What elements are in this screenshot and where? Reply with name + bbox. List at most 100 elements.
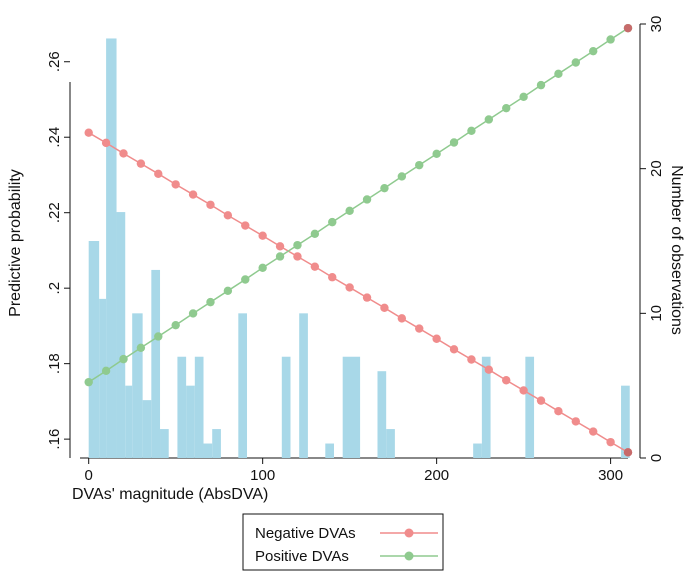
data-point <box>206 200 215 209</box>
y-tick-label: .22 <box>46 202 63 223</box>
data-point <box>432 149 441 159</box>
histogram-bar <box>342 356 361 458</box>
y-axis-title: Predictive probability <box>7 169 24 317</box>
data-point <box>293 240 302 250</box>
histogram-bar <box>621 385 630 458</box>
data-point <box>397 314 407 323</box>
histogram-bar <box>238 313 248 458</box>
data-point <box>328 273 337 282</box>
y-tick-label: .16 <box>46 429 63 450</box>
data-point <box>623 448 633 457</box>
data-point <box>223 211 233 220</box>
legend-marker-positive <box>404 551 414 561</box>
data-point <box>415 324 424 333</box>
y2-axis-title: Number of observations <box>668 165 685 335</box>
data-point <box>136 159 146 168</box>
data-point <box>554 407 563 416</box>
data-point <box>275 242 285 251</box>
data-point <box>101 366 111 376</box>
data-point <box>275 252 285 261</box>
histogram-bar <box>116 212 126 458</box>
data-point <box>484 115 494 124</box>
data-point <box>188 190 198 199</box>
y2-tick-label: 0 <box>648 454 665 462</box>
y-tick-label: .2 <box>46 282 63 295</box>
data-point <box>154 169 163 179</box>
histogram-bar <box>281 356 291 458</box>
series-line <box>88 27 629 383</box>
data-point <box>293 252 302 261</box>
data-point <box>519 92 528 102</box>
data-point <box>310 229 320 239</box>
x-axis-title: DVAs' magnitude (AbsDVA) <box>72 486 268 503</box>
y2-tick-label: 30 <box>648 16 665 33</box>
data-point <box>362 293 372 302</box>
data-point <box>345 283 354 292</box>
histogram-bar <box>125 385 133 458</box>
data-point <box>241 275 250 284</box>
histogram-bar <box>132 313 143 458</box>
data-point <box>502 103 511 113</box>
x-tick-label: 100 <box>250 467 275 484</box>
data-point <box>84 377 93 387</box>
data-point <box>554 69 563 79</box>
data-point <box>328 217 337 227</box>
data-point <box>206 297 215 307</box>
histogram-bar <box>386 429 395 458</box>
data-point <box>589 427 598 436</box>
histogram-bar <box>151 269 161 458</box>
data-point <box>536 396 546 405</box>
data-point <box>258 231 267 240</box>
axis-ticks: 0 100 200 300 .16 .18 .2 .22 .24 .26 0 10 20 30 <box>46 16 665 484</box>
histogram-bar <box>473 443 482 458</box>
legend-marker-negative <box>404 528 414 538</box>
histogram-bar <box>203 443 213 458</box>
data-point <box>623 23 633 33</box>
histogram-bar <box>160 429 169 458</box>
histogram-bar <box>525 356 535 458</box>
data-point <box>241 221 250 230</box>
legend-label-positive: Positive DVAs <box>255 548 349 565</box>
y2-tick-label: 20 <box>648 160 665 177</box>
histogram-bar <box>88 241 100 458</box>
data-point <box>502 376 511 385</box>
histogram-bar <box>325 443 334 458</box>
x-tick-label: 200 <box>424 467 449 484</box>
histogram-bar <box>299 313 308 458</box>
histogram-bar <box>194 356 204 458</box>
y-tick-label: .26 <box>46 51 63 72</box>
data-point <box>571 417 581 426</box>
data-point <box>223 286 233 296</box>
data-point <box>536 80 546 90</box>
data-point <box>362 195 372 204</box>
data-point <box>397 172 407 181</box>
y2-tick-label: 10 <box>648 305 665 322</box>
data-point <box>119 149 128 158</box>
data-point <box>571 58 581 67</box>
legend: Negative DVAs Positive DVAs <box>242 513 444 571</box>
histogram-bar <box>212 429 221 458</box>
histogram-bar <box>186 385 195 458</box>
histogram-bar <box>106 38 117 458</box>
data-point <box>84 128 93 137</box>
data-point <box>171 320 180 330</box>
x-tick-label: 0 <box>85 467 93 484</box>
series-layer <box>84 23 633 457</box>
data-point <box>449 138 459 147</box>
data-point <box>136 343 146 353</box>
histogram-bar <box>481 356 491 458</box>
histogram-bar <box>142 400 152 458</box>
data-point <box>345 206 354 216</box>
data-point <box>258 263 267 272</box>
data-point <box>188 309 198 318</box>
data-point <box>119 354 128 364</box>
histogram-bar <box>99 298 107 458</box>
data-point <box>380 183 389 193</box>
data-point <box>467 126 476 136</box>
data-point <box>171 180 180 189</box>
data-point <box>606 35 615 44</box>
data-point <box>606 437 615 447</box>
histogram-bar <box>377 371 387 458</box>
data-point <box>484 365 494 374</box>
